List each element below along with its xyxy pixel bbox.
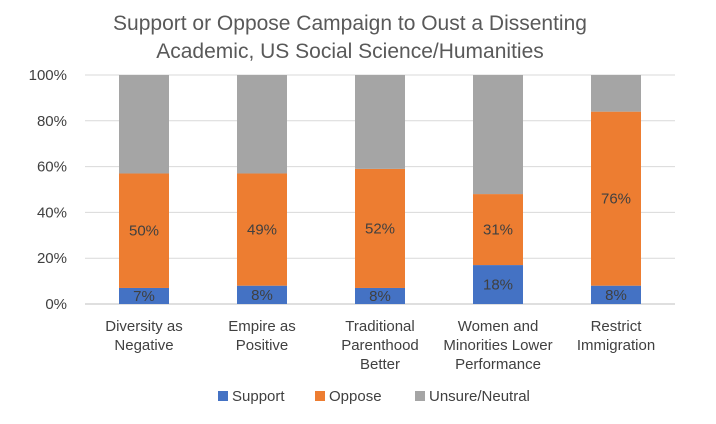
data-label: 18% [483,277,513,294]
bar-unsure-neutral-2 [355,75,405,169]
bar-oppose-3 [473,194,523,266]
bar-oppose-0 [119,173,169,288]
data-label: 52% [365,220,395,237]
bar-support-0 [119,287,169,304]
y-tick-label: 100% [29,67,67,84]
x-tick-label: Empire as Positive [228,318,296,354]
bar-support-3 [473,265,523,304]
bar-support-1 [237,285,287,304]
bar-oppose-1 [237,173,287,286]
bar-support-2 [355,287,405,304]
data-labels: 7% 50% 8% 49% 8% 52% 18% 31% 8% 76% [129,191,631,305]
x-tick-label: Traditional Parenthood Better [341,318,419,373]
data-label: 76% [601,191,631,208]
x-tick-label: Women and Minorities Lower Performance [443,318,552,373]
y-axis: 0% 20% 40% 60% 80% 100% [29,67,67,313]
y-tick-label: 40% [37,204,67,221]
bar-oppose-4 [591,111,641,286]
data-label: 8% [605,287,627,304]
legend-label: Support [232,388,285,405]
y-tick-label: 60% [37,159,67,176]
legend-label: Unsure/Neutral [429,388,530,405]
data-label: 49% [247,222,277,239]
legend-swatch [415,391,425,401]
legend-swatch [315,391,325,401]
data-label: 8% [369,288,391,305]
data-label: 50% [129,223,159,240]
bar-unsure-neutral-0 [119,75,169,174]
bar-unsure-neutral-4 [591,75,641,112]
bar-unsure-neutral-1 [237,75,287,174]
y-tick-label: 20% [37,250,67,267]
bar-unsure-neutral-3 [473,75,523,195]
legend-swatch [218,391,228,401]
bar-support-4 [591,285,641,304]
x-tick-label: Diversity as Negative [105,318,183,354]
y-tick-label: 80% [37,113,67,130]
y-tick-label: 0% [45,296,67,313]
chart-title-line-2: Academic, US Social Science/Humanities [156,40,544,63]
x-tick-label: Restrict Immigration [577,318,655,354]
bar-oppose-2 [355,168,405,288]
bars [119,75,641,304]
data-label: 31% [483,222,513,239]
legend-label: Oppose [329,388,382,405]
x-axis: Diversity as Negative Empire as Positive Tra… [105,318,655,373]
legend: Support Oppose Unsure/Neutral [218,388,530,405]
chart-title-line-1: Support or Oppose Campaign to Oust a Dis… [113,12,587,35]
data-label: 7% [133,288,155,305]
data-label: 8% [251,287,273,304]
